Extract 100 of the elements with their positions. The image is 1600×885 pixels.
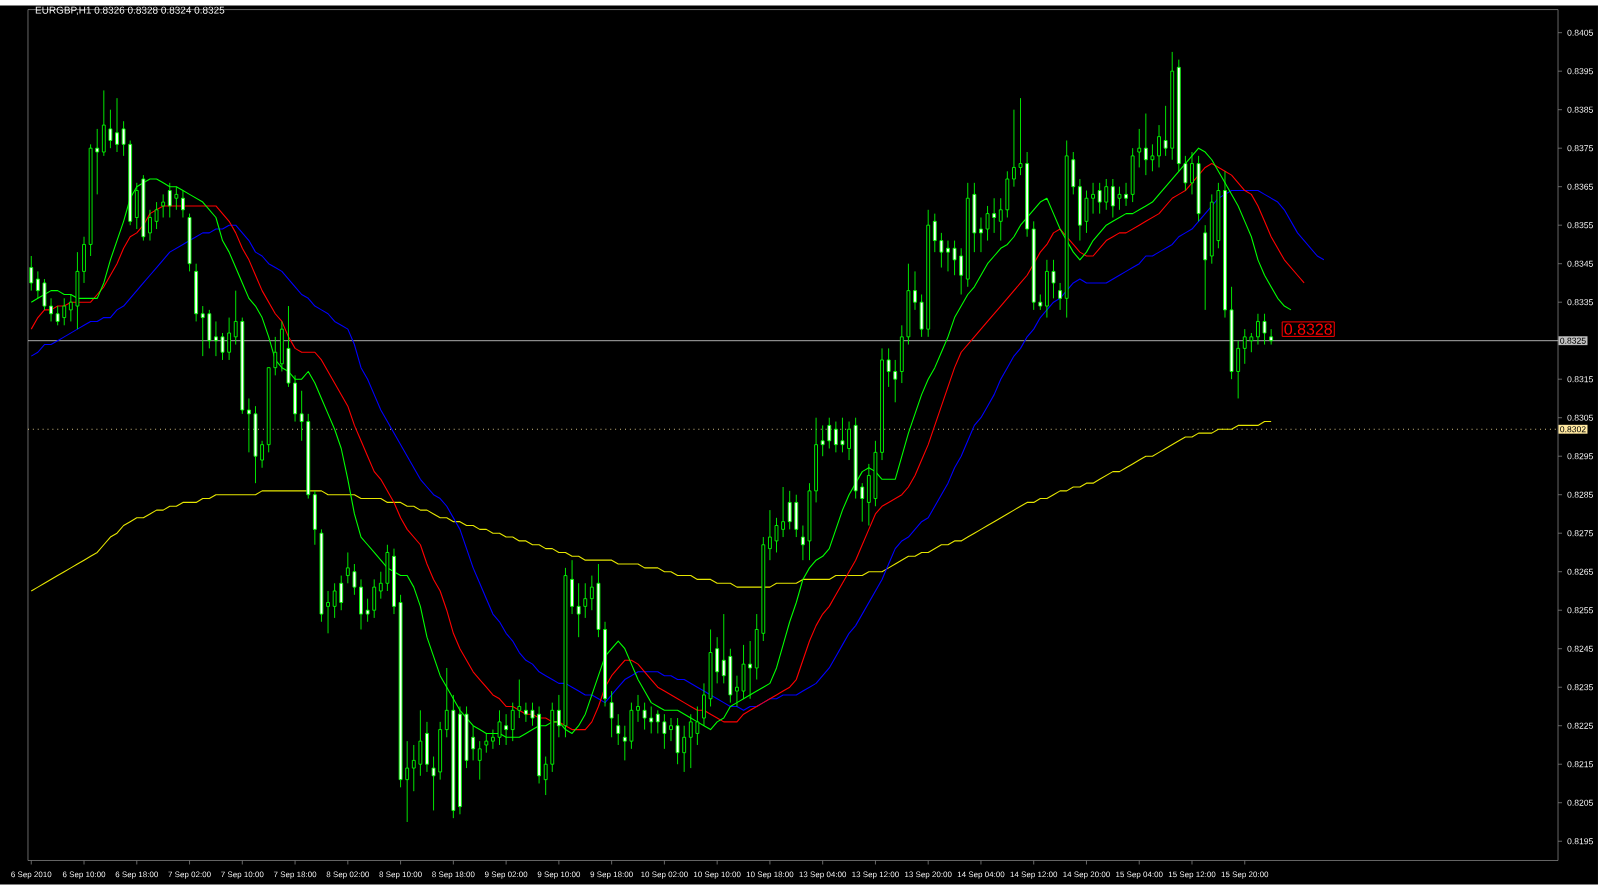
ref-line-label: 0.8325 (1560, 337, 1586, 344)
candlestick (1137, 128, 1142, 168)
candlestick (616, 713, 621, 746)
chart-title: EURGBP,H1 0.8326 0.8328 0.8324 0.8325 (35, 6, 225, 15)
candlestick (642, 701, 647, 730)
candlestick (1163, 105, 1168, 157)
candlestick (1150, 143, 1155, 172)
candlestick (332, 582, 337, 619)
candlestick (847, 420, 851, 461)
candlestick (655, 709, 660, 734)
x-tick-label: 10 Sep 18:00 (746, 871, 794, 879)
candlestick (583, 582, 588, 619)
candlestick (1097, 182, 1102, 214)
x-tick-label: 10 Sep 10:00 (693, 871, 741, 879)
candlestick (260, 440, 264, 468)
candlestick (1249, 332, 1254, 353)
candlestick (181, 189, 185, 218)
candlestick (748, 640, 753, 700)
candlestick (372, 578, 377, 619)
candlestick (715, 636, 720, 684)
x-tick-label: 9 Sep 18:00 (590, 871, 633, 879)
x-tick-label: 13 Sep 12:00 (852, 871, 899, 879)
candlestick (247, 397, 251, 453)
candlestick (108, 109, 113, 149)
candlestick (95, 128, 100, 195)
candlestick (1104, 178, 1109, 211)
candlestick (622, 725, 627, 761)
candlestick (998, 197, 1003, 241)
x-tick-label: 9 Sep 02:00 (484, 871, 528, 879)
candlestick (411, 744, 416, 792)
candlestick (29, 255, 34, 291)
y-tick-label: 0.8365 (1567, 183, 1593, 190)
annotation: 0.8328 (1284, 323, 1332, 335)
candlestick (1058, 282, 1062, 311)
candlestick (405, 740, 410, 823)
candlestick (1262, 313, 1267, 345)
candlestick (1269, 328, 1274, 345)
candlestick (35, 270, 40, 299)
candlestick (932, 212, 937, 253)
candlestick (913, 270, 917, 311)
x-tick-label: 9 Sep 10:00 (537, 871, 581, 879)
x-tick-label: 8 Sep 10:00 (379, 871, 422, 879)
y-tick-label: 0.8355 (1567, 221, 1593, 229)
x-tick-label: 7 Sep 10:00 (221, 871, 264, 879)
y-tick-label: 0.8225 (1567, 722, 1593, 729)
y-tick-label: 0.8395 (1567, 67, 1593, 75)
candlestick (1190, 151, 1194, 195)
candlestick (524, 701, 528, 723)
candlestick (1242, 328, 1247, 365)
candlestick (1110, 178, 1115, 218)
candlestick (68, 293, 73, 322)
candlestick (1012, 109, 1016, 187)
candlestick (1157, 124, 1161, 168)
y-tick-label: 0.8305 (1567, 414, 1593, 421)
candlestick (161, 193, 166, 218)
candlestick (636, 694, 640, 723)
candlestick (781, 486, 786, 538)
candlestick (299, 390, 304, 442)
candlestick (1117, 186, 1122, 211)
candlestick (649, 705, 654, 734)
x-tick-label: 15 Sep 12:00 (1168, 871, 1216, 879)
x-tick-label: 15 Sep 20:00 (1221, 871, 1269, 879)
y-tick-label: 0.8195 (1567, 837, 1593, 845)
candlestick (200, 305, 205, 357)
candlestick (543, 755, 548, 796)
y-tick-label: 0.8265 (1567, 568, 1593, 575)
candlestick (167, 182, 172, 218)
candlestick (148, 209, 152, 241)
y-tick-label: 0.8375 (1567, 144, 1593, 152)
candlestick (517, 678, 522, 719)
candlestick (121, 120, 126, 157)
ref-line-label: 0.8302 (1560, 426, 1586, 433)
candlestick (946, 239, 950, 272)
candlestick (589, 574, 594, 611)
x-tick-label: 7 Sep 18:00 (273, 871, 317, 879)
candlestick (352, 563, 357, 596)
x-tick-label: 6 Sep 18:00 (115, 871, 159, 879)
candlestick (326, 590, 330, 634)
candlestick (979, 216, 983, 253)
candlestick (220, 332, 225, 361)
y-tick-label: 0.8345 (1567, 260, 1593, 267)
y-tick-label: 0.8315 (1567, 375, 1593, 383)
candlestick (345, 551, 350, 584)
x-tick-label: 6 Sep 10:00 (62, 871, 106, 879)
y-tick-label: 0.8255 (1567, 606, 1593, 614)
candlestick (702, 682, 706, 726)
x-tick-label: 7 Sep 02:00 (168, 871, 211, 879)
y-tick-label: 0.8205 (1567, 799, 1593, 806)
candlestick (62, 297, 67, 326)
candlestick (214, 320, 218, 357)
candlestick (1084, 189, 1089, 234)
candlestick (174, 186, 179, 211)
x-tick-label: 14 Sep 12:00 (1010, 871, 1058, 879)
candlestick (1051, 259, 1056, 299)
x-tick-label: 8 Sep 18:00 (432, 871, 475, 879)
x-tick-label: 6 Sep 2010 (11, 871, 52, 879)
x-tick-label: 13 Sep 20:00 (905, 871, 952, 879)
candlestick (1018, 97, 1023, 176)
candlestick (42, 278, 47, 311)
candlestick (365, 598, 370, 622)
